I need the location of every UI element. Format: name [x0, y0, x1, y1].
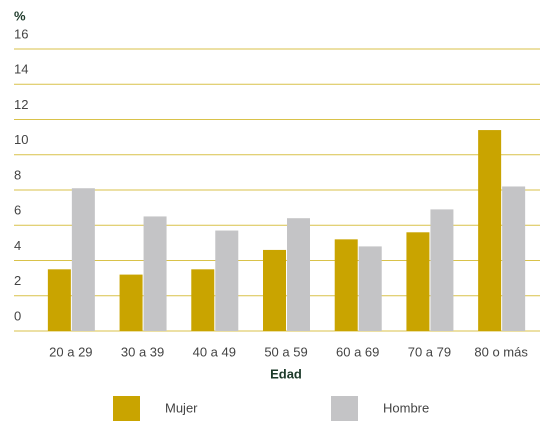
y-tick-label: 10: [14, 132, 28, 147]
y-tick-label: 4: [14, 238, 21, 253]
legend-label: Hombre: [383, 400, 429, 415]
y-tick-label: 16: [14, 26, 28, 41]
x-tick-label: 80 o más: [474, 344, 528, 359]
y-axis-label: %: [14, 8, 26, 23]
bar: [287, 218, 310, 331]
x-tick-label: 50 a 59: [264, 344, 307, 359]
x-tick-label: 60 a 69: [336, 344, 379, 359]
bar: [358, 246, 382, 331]
bar: [430, 209, 454, 331]
bar: [502, 186, 526, 331]
bar: [478, 130, 502, 331]
legend-swatch: [113, 396, 140, 421]
bar: [263, 249, 286, 331]
y-tick-label: 2: [14, 273, 21, 288]
x-axis-label: Edad: [270, 366, 302, 381]
bar: [191, 269, 215, 331]
x-tick-label: 70 a 79: [408, 344, 451, 359]
y-tick-label: 12: [14, 97, 28, 112]
bar: [334, 239, 358, 331]
legend-swatch: [331, 396, 358, 421]
y-tick-label: 8: [14, 167, 21, 182]
y-tick-label: 0: [14, 308, 21, 323]
y-tick-label: 14: [14, 62, 28, 77]
x-tick-label: 20 a 29: [49, 344, 92, 359]
x-tick-label: 40 a 49: [193, 344, 236, 359]
legend-label: Mujer: [165, 400, 198, 415]
bar: [215, 230, 239, 331]
bar: [406, 232, 430, 331]
bar: [71, 188, 95, 331]
bar: [47, 269, 71, 331]
x-tick-label: 30 a 39: [121, 344, 164, 359]
y-tick-label: 6: [14, 203, 21, 218]
bar: [119, 274, 143, 331]
bar: [143, 216, 167, 331]
